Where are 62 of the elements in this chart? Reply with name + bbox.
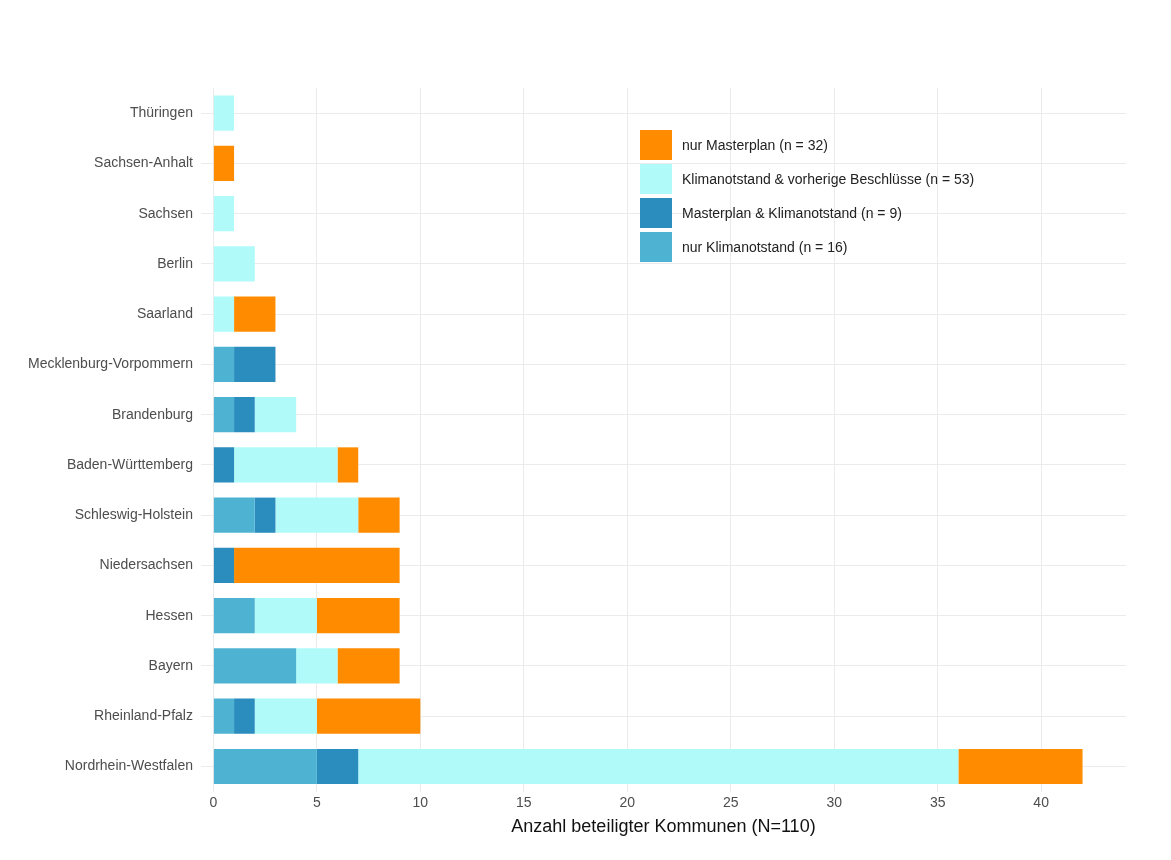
bar: [213, 95, 235, 131]
x-tick-label: 35: [929, 793, 946, 810]
bar: [234, 296, 276, 332]
x-tick-label: 20: [619, 793, 636, 810]
bar: [213, 547, 235, 584]
x-tick-label: 25: [722, 793, 739, 810]
bar: [213, 598, 255, 634]
y-tick-label: Sachsen: [138, 204, 193, 221]
bar: [213, 196, 235, 232]
legend-label: Klimanotstand & vorherige Beschlüsse (n = 53): [682, 171, 975, 187]
bar: [316, 598, 400, 634]
bar: [213, 346, 235, 382]
y-tick-label: Bayern: [148, 656, 193, 673]
x-tick-label: 0: [209, 793, 218, 810]
legend-label: Masterplan & Klimanotstand (n = 9): [682, 205, 902, 221]
y-tick-label: Sachsen-Anhalt: [94, 154, 194, 171]
bar: [337, 447, 359, 483]
bar: [254, 598, 317, 634]
bar: [316, 748, 359, 785]
legend-label: nur Klimanotstand (n = 16): [682, 239, 848, 255]
x-tick-label: 5: [312, 793, 321, 810]
x-tick-label: 10: [412, 793, 429, 810]
bar: [358, 748, 959, 785]
y-tick-label: Nordrhein-Westfalen: [64, 757, 193, 774]
bar: [234, 397, 255, 433]
bar: [958, 748, 1083, 785]
legend-label: nur Masterplan (n = 32): [682, 137, 828, 153]
bar: [213, 397, 235, 433]
bar: [234, 447, 338, 483]
bar: [275, 497, 359, 533]
bar: [213, 698, 235, 734]
bar: [213, 648, 297, 684]
bar: [213, 145, 235, 181]
bar: [316, 698, 421, 734]
x-tick-label: 15: [516, 793, 532, 810]
bar: [234, 547, 400, 584]
x-tick-label: 30: [826, 793, 843, 810]
bar: [213, 497, 255, 533]
bar: [254, 397, 297, 433]
x-tick-label: 40: [1033, 793, 1050, 810]
bar: [234, 346, 276, 382]
y-tick-label: Brandenburg: [112, 405, 193, 422]
bar: [213, 748, 317, 785]
bar: [296, 648, 338, 684]
y-tick-label: Hessen: [145, 606, 193, 623]
y-tick-label: Thüringen: [129, 103, 193, 120]
bar: [234, 698, 255, 734]
y-tick-label: Rheinland-Pfalz: [94, 707, 193, 724]
y-tick-label: Niedersachsen: [99, 556, 193, 573]
bar: [337, 648, 400, 684]
y-tick-label: Mecklenburg-Vorpommern: [27, 355, 193, 372]
y-tick-label: Berlin: [157, 254, 193, 271]
bar: [254, 698, 317, 734]
y-tick-label: Saarland: [136, 305, 193, 322]
bar: [358, 497, 400, 533]
bar: [213, 296, 235, 332]
x-axis-title: Anzahl beteiligter Kommunen (N=110): [511, 816, 816, 837]
y-tick-label: Baden-Württemberg: [66, 455, 193, 472]
bar: [213, 246, 255, 282]
bar: [254, 497, 276, 533]
y-tick-label: Schleswig-Holstein: [74, 506, 193, 523]
bar: [213, 447, 235, 483]
